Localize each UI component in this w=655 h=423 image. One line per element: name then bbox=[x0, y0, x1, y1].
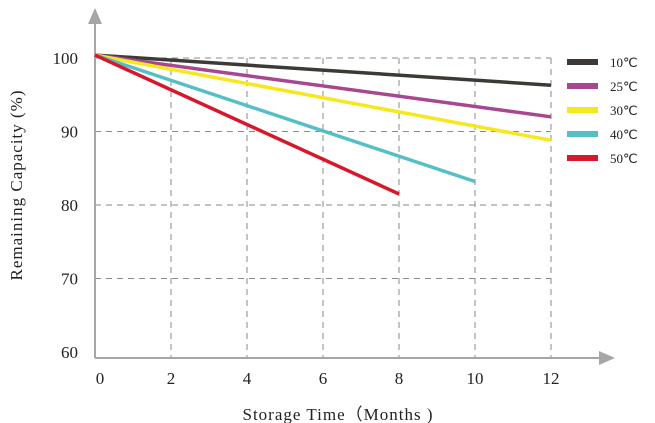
legend-swatch bbox=[567, 107, 598, 113]
x-tick-label: 0 bbox=[96, 369, 105, 388]
x-tick-label: 8 bbox=[395, 369, 404, 388]
y-tick-label: 90 bbox=[61, 123, 78, 142]
series-line bbox=[94, 53, 552, 143]
series-lines bbox=[94, 53, 552, 196]
legend-label: 30℃ bbox=[610, 103, 638, 118]
x-tick-label: 10 bbox=[467, 369, 484, 388]
x-tick-label: 2 bbox=[167, 369, 176, 388]
x-axis-arrow bbox=[599, 351, 615, 365]
legend-swatch bbox=[567, 155, 598, 161]
legend-swatch bbox=[567, 131, 598, 137]
legend-label: 40℃ bbox=[610, 127, 638, 142]
series-line bbox=[94, 53, 552, 119]
series-line bbox=[94, 53, 552, 87]
y-tick-label: 70 bbox=[61, 270, 78, 289]
legend-label: 25℃ bbox=[610, 79, 638, 94]
x-tick-label: 4 bbox=[243, 369, 252, 388]
x-axis-title: Storage Time（Months ) bbox=[242, 405, 433, 423]
y-axis-arrow bbox=[88, 8, 102, 24]
legend-swatch bbox=[567, 59, 598, 65]
y-tick-label: 60 bbox=[61, 343, 78, 362]
series-line bbox=[94, 53, 400, 196]
x-tick-label: 12 bbox=[543, 369, 560, 388]
y-tick-label: 100 bbox=[53, 49, 79, 68]
series-line bbox=[94, 53, 476, 184]
legend: 10℃ 25℃ 30℃ 40℃ 50℃ bbox=[567, 55, 638, 166]
tick-labels: 0 2 4 6 8 10 12 60 70 80 90 100 bbox=[53, 49, 560, 388]
y-tick-label: 80 bbox=[61, 196, 78, 215]
x-tick-label: 6 bbox=[319, 369, 328, 388]
grid bbox=[95, 57, 552, 358]
axes bbox=[88, 8, 615, 365]
legend-label: 10℃ bbox=[610, 55, 638, 70]
legend-label: 50℃ bbox=[610, 151, 638, 166]
y-axis-title: Remaining Capacity (%) bbox=[7, 89, 26, 280]
legend-swatch bbox=[567, 83, 598, 89]
